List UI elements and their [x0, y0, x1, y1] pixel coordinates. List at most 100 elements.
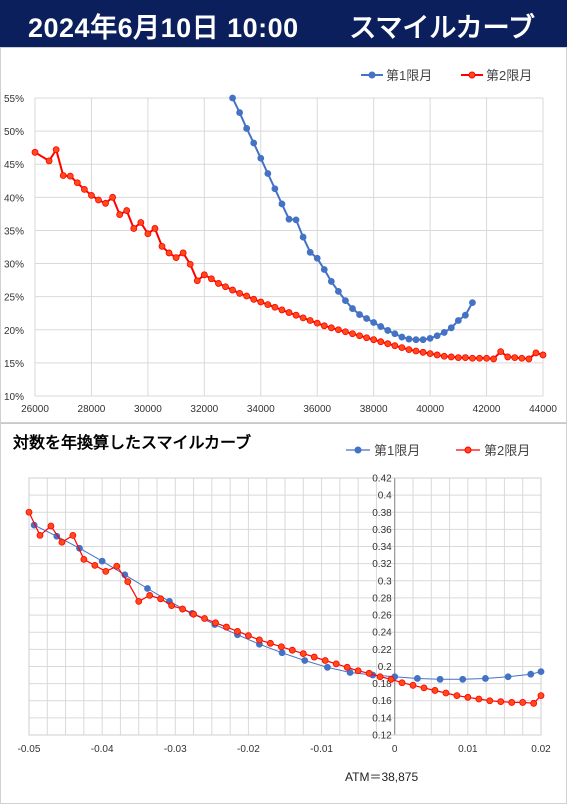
- data-point-series-1: [433, 332, 441, 340]
- data-point-series-1: [243, 125, 251, 132]
- data-point-series-2: [158, 242, 166, 250]
- data-point-series-2: [497, 698, 505, 705]
- data-point-series-2: [91, 561, 99, 569]
- data-point-series-2: [288, 646, 296, 654]
- smile-curve-chart: 26000 28000 30000 32000 34000 36000 38000 40000…: [4, 68, 557, 415]
- data-point-series-2: [321, 657, 329, 664]
- data-point-series-1: [384, 327, 392, 334]
- data-point-series-1: [447, 324, 455, 332]
- data-point-series-2: [212, 619, 219, 627]
- data-point-series-1: [426, 334, 434, 342]
- x-tick-label: 34000: [247, 404, 275, 415]
- data-point-series-1: [346, 669, 354, 676]
- data-point-series-2: [116, 211, 124, 218]
- y-tick-label: 0.34: [372, 542, 392, 553]
- data-point-series-2: [207, 275, 215, 283]
- data-point-series-1: [285, 215, 293, 223]
- data-point-series-2: [250, 295, 258, 303]
- data-point-series-1: [292, 216, 300, 224]
- data-point-series-1: [398, 333, 406, 341]
- data-point-series-2: [80, 555, 88, 563]
- data-point-series-2: [476, 354, 483, 362]
- y-tick-label: 0.3: [378, 576, 392, 587]
- data-point-series-2: [539, 351, 547, 359]
- data-point-series-1: [264, 170, 272, 177]
- data-point-series-2: [223, 623, 230, 631]
- x-tick-label: 38000: [360, 404, 388, 415]
- legend-marker-1: [368, 71, 376, 79]
- data-point-series-1: [257, 154, 265, 162]
- data-point-series-2: [391, 342, 399, 350]
- data-point-series-1: [327, 278, 335, 285]
- x-tick-label: 0: [392, 744, 398, 755]
- data-point-series-1: [271, 185, 279, 193]
- data-point-series-2: [497, 348, 505, 356]
- y-tick-label: 0.32: [372, 559, 392, 570]
- data-point-series-1: [334, 287, 342, 295]
- data-point-series-2: [137, 219, 145, 226]
- data-point-series-2: [135, 597, 143, 605]
- data-point-series-2: [186, 260, 194, 268]
- data-point-series-2: [31, 148, 39, 156]
- data-point-series-2: [490, 355, 498, 363]
- data-point-series-2: [377, 338, 385, 346]
- chart2-title: 対数を年換算したスマイルカーブ: [13, 435, 252, 452]
- data-point-series-2: [530, 699, 538, 707]
- x-tick-label: 0.01: [458, 744, 478, 755]
- data-point-series-2: [343, 663, 351, 671]
- data-point-series-2: [264, 301, 272, 309]
- log-smile-curve-chart: 0.12 0.14 0.16 0.18 0.2 0.22 0.24 0.26 0.28 0.3 0.…: [18, 443, 552, 755]
- data-point-series-1: [419, 336, 427, 344]
- x-tick-label: 30000: [134, 404, 162, 415]
- y-tick-label: 0.26: [372, 611, 392, 622]
- y-tick-label: 0.38: [372, 508, 392, 519]
- data-point-series-1: [454, 317, 462, 324]
- legend-marker-2: [468, 71, 476, 79]
- data-point-series-1: [461, 311, 469, 319]
- data-point-series-1: [537, 668, 545, 676]
- data-point-series-1: [527, 670, 535, 678]
- y-tick-label: 0.36: [372, 525, 392, 536]
- data-point-series-2: [59, 172, 67, 179]
- data-point-series-1: [301, 657, 309, 664]
- data-point-series-1: [278, 649, 286, 657]
- y-tick-label: 30%: [4, 260, 24, 271]
- data-point-series-1: [436, 675, 444, 683]
- data-point-series-2: [365, 669, 373, 677]
- data-point-series-1: [377, 323, 385, 330]
- data-point-series-2: [313, 319, 321, 327]
- data-point-series-2: [102, 199, 109, 207]
- data-point-series-2: [229, 286, 236, 294]
- data-point-series-1: [98, 557, 106, 565]
- data-point-series-2: [412, 347, 420, 355]
- x-tick-label: 28000: [78, 404, 106, 415]
- legend-label-2: 第2限月: [486, 68, 532, 83]
- data-point-series-2: [45, 157, 53, 165]
- data-point-series-2: [426, 350, 434, 358]
- data-point-series-2: [475, 695, 483, 703]
- data-point-series-2: [95, 196, 102, 204]
- y-tick-label: 45%: [4, 160, 24, 171]
- data-point-series-2: [384, 340, 392, 348]
- data-point-series-2: [504, 353, 512, 361]
- y-tick-label: 40%: [4, 193, 24, 204]
- data-point-series-2: [144, 230, 152, 238]
- data-point-series-1: [278, 200, 286, 208]
- data-point-series-2: [168, 602, 176, 610]
- data-point-series-2: [405, 346, 413, 354]
- header-title: スマイルカーブ: [349, 13, 535, 43]
- data-point-series-2: [454, 354, 462, 361]
- data-point-series-1: [413, 675, 421, 682]
- data-point-series-2: [200, 271, 208, 279]
- data-point-series-2: [420, 684, 428, 692]
- data-point-series-2: [306, 317, 314, 324]
- data-point-series-2: [102, 567, 110, 575]
- legend-label-1: 第1限月: [386, 68, 432, 83]
- data-point-series-2: [387, 675, 395, 683]
- x-tick-label: 32000: [190, 404, 218, 415]
- data-point-series-2: [123, 207, 131, 214]
- y-tick-label: 55%: [4, 94, 24, 105]
- data-point-series-2: [47, 522, 55, 530]
- data-point-series-1: [324, 663, 331, 671]
- data-point-series-1: [412, 336, 420, 344]
